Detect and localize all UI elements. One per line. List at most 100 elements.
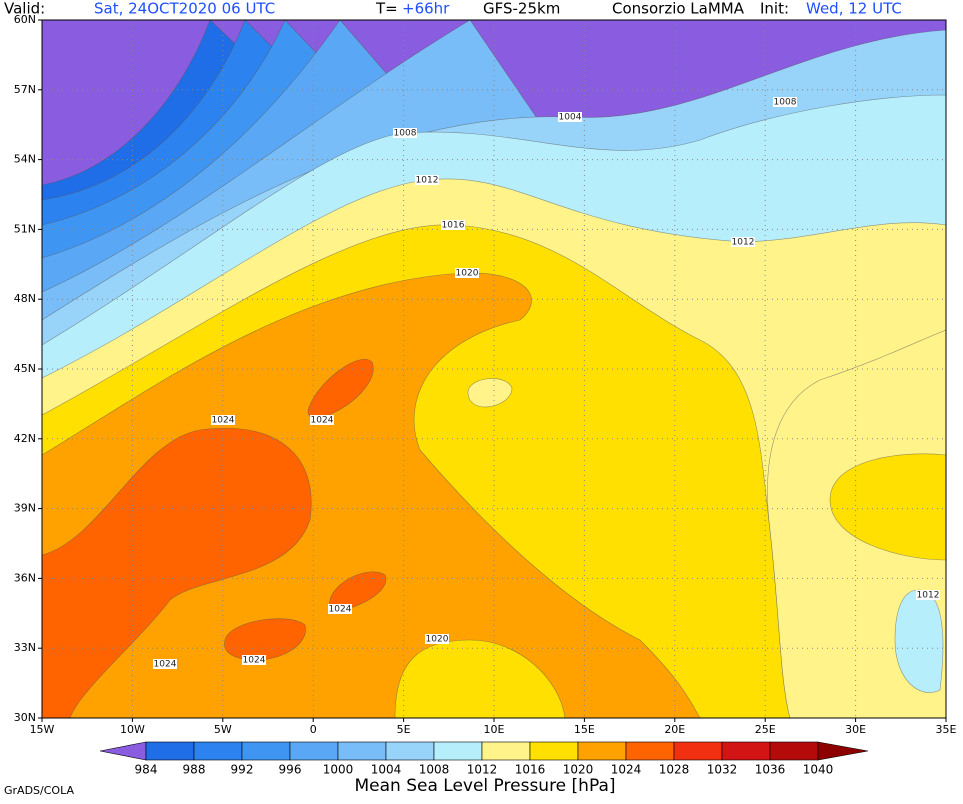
colorbar-swatch	[193, 741, 243, 761]
lat-label: 45N	[14, 362, 36, 375]
colorbar-title: Mean Sea Level Pressure [hPa]	[354, 776, 615, 796]
contour-label: 1024	[243, 656, 266, 666]
colorbar-swatch	[99, 741, 147, 761]
lon-label: 20E	[664, 723, 685, 736]
pressure-band	[42, 427, 312, 718]
contour-label-bg	[310, 415, 334, 425]
contour-label-bg	[425, 634, 449, 644]
pressure-band	[894, 589, 944, 693]
contour-label: 1024	[154, 660, 177, 670]
lon-label: 10E	[484, 723, 505, 736]
contour-label: 1024	[311, 416, 334, 426]
lon-label: 25E	[755, 723, 776, 736]
contour-label: 1020	[456, 269, 479, 279]
contour-label: 1012	[416, 176, 439, 186]
colorbar-label: 1020	[563, 763, 594, 777]
map-fields	[42, 20, 946, 718]
lat-label: 57N	[14, 83, 36, 96]
colorbar-label: 996	[279, 763, 302, 777]
contour-label-bg	[731, 237, 755, 247]
colorbar-label: 992	[231, 763, 254, 777]
colorbar-swatch	[241, 741, 291, 761]
lon-label: 15E	[574, 723, 595, 736]
colorbar-label: 1024	[611, 763, 642, 777]
contour-label: 1016	[442, 221, 465, 231]
colorbar-swatch	[673, 741, 723, 761]
contour-label-bg	[242, 655, 266, 665]
lat-label: 54N	[14, 153, 36, 166]
colorbar-label: 1028	[659, 763, 690, 777]
valid-value: Sat, 24OCT2020 06 UTC	[94, 0, 275, 18]
contour-label-bg	[153, 659, 177, 669]
pressure-band	[467, 378, 513, 408]
valid-label: Valid:	[4, 0, 45, 18]
colorbar-label: 1032	[707, 763, 738, 777]
colorbar-swatch	[385, 741, 435, 761]
contour-label: 1008	[394, 129, 417, 139]
colorbar-swatch	[529, 741, 579, 761]
lon-label: 30E	[845, 723, 866, 736]
contour-label: 1012	[917, 591, 940, 601]
lat-label: 51N	[14, 222, 36, 235]
colorbar-label: 988	[183, 763, 206, 777]
contour-label-bg	[558, 112, 582, 122]
contour-label-bg	[455, 268, 479, 278]
contour-label: 1012	[732, 238, 755, 248]
lon-label: 0	[310, 723, 317, 736]
colorbar-swatch	[337, 741, 387, 761]
lat-label: 48N	[14, 292, 36, 305]
contour-label: 1004	[559, 113, 582, 123]
colorbar-swatch	[481, 741, 531, 761]
colorbar-label: 1040	[803, 763, 834, 777]
contour-label: 1024	[212, 416, 235, 426]
model: GFS-25km	[483, 0, 560, 18]
contour-label-bg	[415, 175, 439, 185]
contour-label-bg	[916, 590, 940, 600]
pressure-band	[394, 639, 566, 718]
colorbar-swatch	[769, 741, 819, 761]
contour-label-bg	[773, 97, 797, 107]
lat-label: 42N	[14, 432, 36, 445]
credit: GrADS/COLA	[4, 784, 74, 797]
lon-label: 10W	[120, 723, 145, 736]
lat-label: 30N	[14, 711, 36, 724]
colorbar-swatch	[817, 741, 869, 761]
colorbar-label: 1000	[323, 763, 354, 777]
lon-label: 5W	[214, 723, 232, 736]
colorbar-swatch	[577, 741, 627, 761]
lat-label: 36N	[14, 571, 36, 584]
colorbar-label: 1016	[515, 763, 546, 777]
pressure-band	[224, 618, 306, 661]
colorbar-label: 1036	[755, 763, 786, 777]
colorbar-label: 1004	[371, 763, 402, 777]
colorbar-swatch	[625, 741, 675, 761]
contour-label-bg	[393, 128, 417, 138]
lon-label: 35E	[936, 723, 957, 736]
lon-label: 5E	[397, 723, 411, 736]
colorbar-swatch	[433, 741, 483, 761]
colorbar-label: 984	[135, 763, 158, 777]
lat-label: 33N	[14, 641, 36, 654]
lon-label: 15W	[30, 723, 55, 736]
colorbar-label: 1008	[419, 763, 450, 777]
contour-label-bg	[328, 604, 352, 614]
contour-label: 1020	[426, 635, 449, 645]
pressure-band	[829, 453, 946, 561]
lat-label: 39N	[14, 502, 36, 515]
colorbar-swatch	[289, 741, 339, 761]
init-value: Wed, 12 UTC	[806, 0, 902, 18]
contour-label: 1008	[774, 98, 797, 108]
contour-label-bg	[441, 220, 465, 230]
contour-label-bg	[211, 415, 235, 425]
colorbar-swatch	[721, 741, 771, 761]
t-value: +66hr	[402, 0, 450, 18]
contour-label: 1024	[329, 605, 352, 615]
init-label: Init:	[760, 0, 789, 18]
source: Consorzio LaMMA	[612, 0, 745, 18]
t-label: T=	[375, 0, 398, 18]
lat-label: 60N	[14, 13, 36, 26]
colorbar-swatch	[145, 741, 195, 761]
colorbar-label: 1012	[467, 763, 498, 777]
